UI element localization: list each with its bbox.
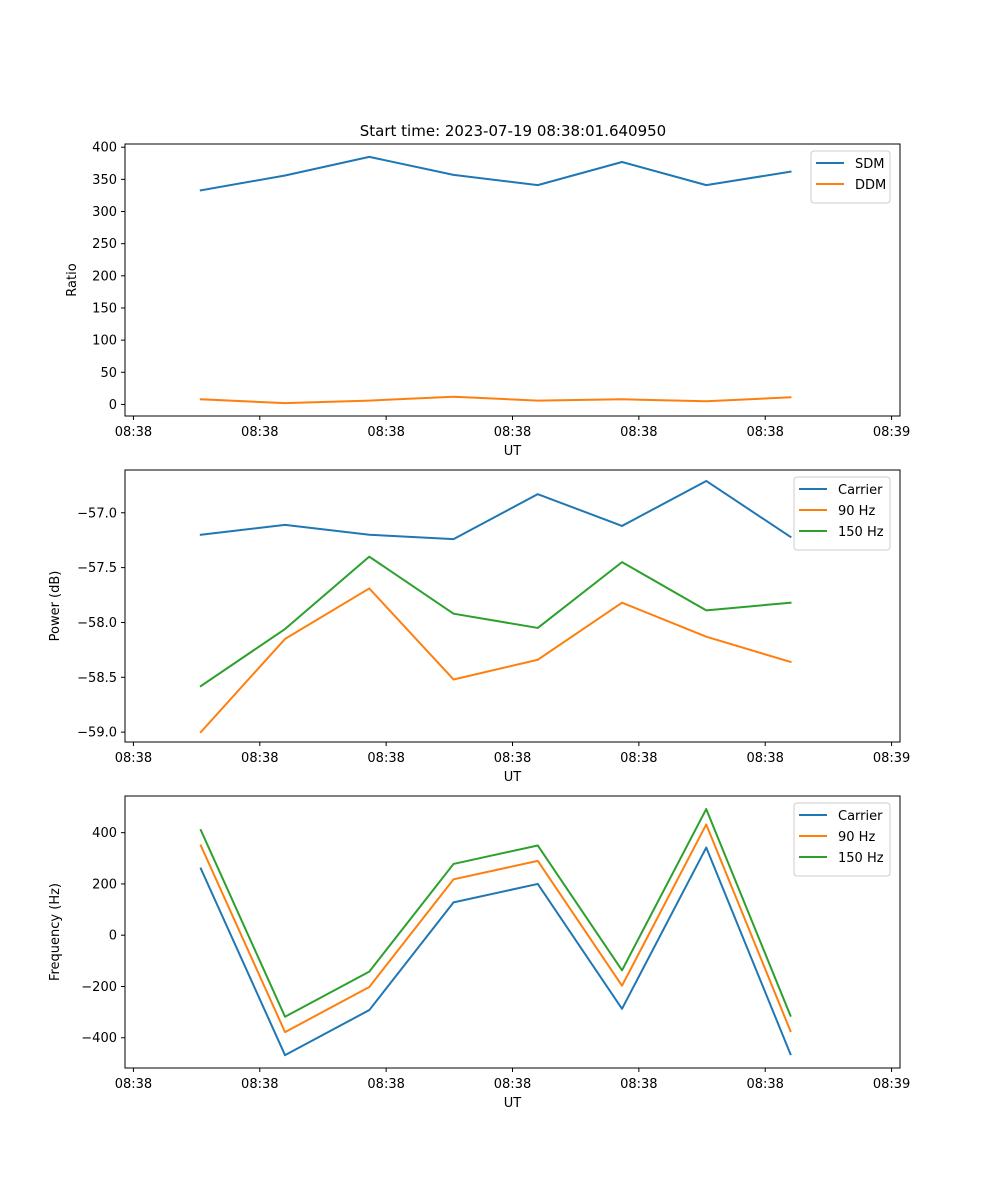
x-axis-label: UT [504,444,522,459]
axes-frame [124,795,901,1069]
x-tick-label: 08:38 [494,751,531,766]
x-axis-label: UT [504,1096,522,1111]
y-tick-label: 250 [92,237,117,252]
series-line-carrier [199,479,792,541]
series-line-150-hz [199,808,792,1018]
series-line-90-hz [199,823,792,1034]
x-tick-label: 08:38 [367,1077,404,1092]
legend-label: 150 Hz [838,525,884,540]
x-tick-label: 08:38 [115,751,152,766]
x-tick-label: 08:38 [494,425,531,440]
legend-label: DDM [855,178,886,193]
axes-frame [124,143,901,417]
series-line-carrier [199,846,792,1057]
ratio-panel: 0 50 100 150 200 250 300 350 400 08:38 08:38 08:38 0… [65,141,910,459]
figure-title: Start time: 2023-07-19 08:38:01.640950 [360,122,666,140]
y-tick-label: 100 [92,334,117,349]
x-tick-label: 08:38 [115,425,152,440]
y-tick-label: 400 [92,141,117,156]
x-tick-label: 08:39 [873,425,910,440]
x-tick-label: 08:38 [115,1077,152,1092]
x-axis-label: UT [504,770,522,785]
legend: Carrier 90 Hz 150 Hz [793,802,891,877]
y-tick-label: −400 [81,1031,117,1046]
x-tick-label: 08:38 [746,751,783,766]
legend-label: 90 Hz [838,830,875,845]
y-tick-label: 50 [100,366,117,381]
series-line-sdm [199,155,792,192]
y-tick-label: 200 [92,269,117,284]
legend-label: Carrier [838,809,883,824]
frequency-panel: −400 −200 0 200 400 08:38 08:38 08:38 08:38 08:38… [48,795,910,1111]
x-tick-label: 08:38 [241,1077,278,1092]
y-tick-label: 150 [92,301,117,316]
y-axis-label: Power (dB) [48,571,63,642]
power-panel: −59.0 −58.5 −58.0 −57.5 −57.0 08:38 08:38 08:38… [48,469,910,785]
x-tick-label: 08:38 [241,425,278,440]
x-tick-label: 08:38 [367,425,404,440]
y-tick-label: 400 [92,826,117,841]
x-tick-label: 08:38 [367,751,404,766]
y-tick-label: 300 [92,205,117,220]
y-tick-label: 0 [109,929,117,944]
x-tick-label: 08:38 [241,751,278,766]
x-tick-label: 08:38 [620,1077,657,1092]
y-tick-label: −58.5 [77,671,117,686]
legend-label: SDM [855,157,884,172]
legend: SDM DDM [810,150,891,204]
legend-label: 90 Hz [838,504,875,519]
series-line-90-hz [199,587,792,734]
y-tick-label: 350 [92,173,117,188]
y-tick-label: −59.0 [77,726,117,741]
y-tick-label: −200 [81,980,117,995]
y-axis-label: Frequency (Hz) [48,883,63,981]
series-line-ddm [199,395,792,405]
y-tick-label: 200 [92,877,117,892]
legend-label: 150 Hz [838,851,884,866]
x-tick-label: 08:38 [746,1077,783,1092]
y-axis-label: Ratio [65,263,80,296]
x-tick-label: 08:38 [494,1077,531,1092]
legend-label: Carrier [838,483,883,498]
y-tick-label: −57.5 [77,561,117,576]
x-tick-label: 08:39 [873,751,910,766]
axes-frame [124,469,901,743]
x-tick-label: 08:39 [873,1077,910,1092]
y-tick-label: −58.0 [77,616,117,631]
legend: Carrier 90 Hz 150 Hz [793,476,891,551]
x-tick-label: 08:38 [620,751,657,766]
y-tick-label: 0 [109,398,117,413]
y-tick-label: −57.0 [77,506,117,521]
x-tick-label: 08:38 [746,425,783,440]
series-line-150-hz [199,555,792,688]
x-tick-label: 08:38 [620,425,657,440]
